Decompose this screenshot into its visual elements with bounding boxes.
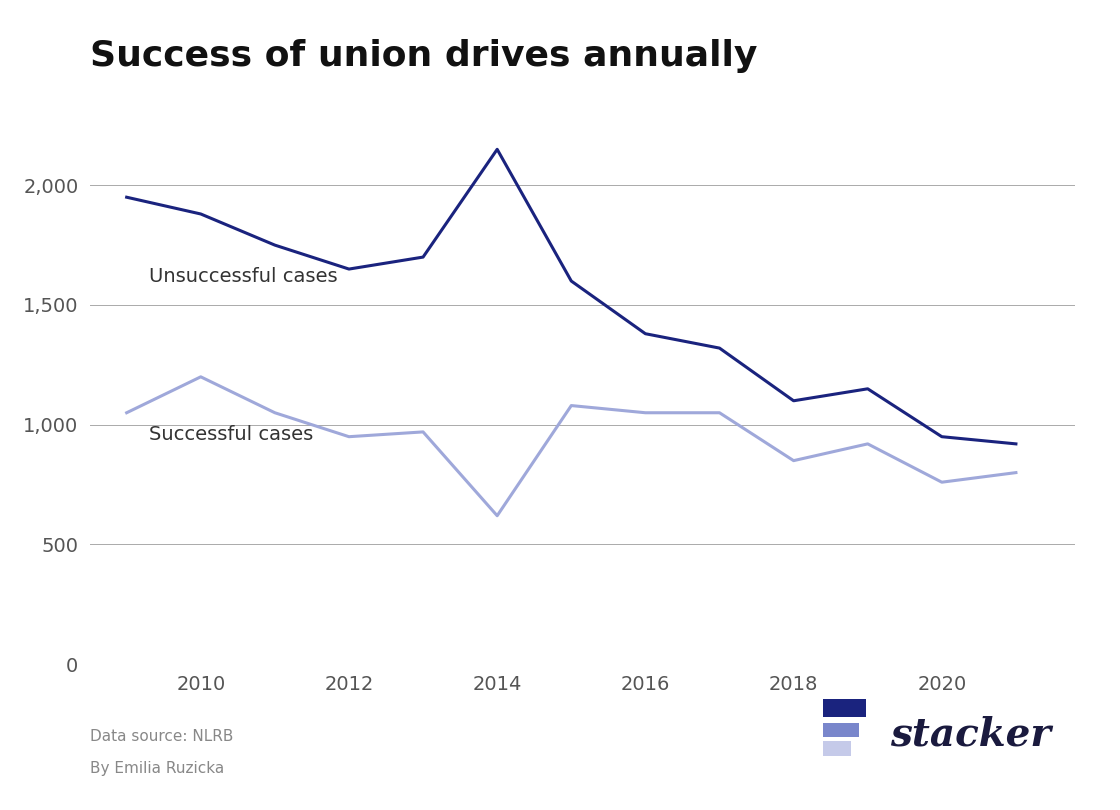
Text: By Emilia Ruzicka: By Emilia Ruzicka bbox=[90, 761, 224, 777]
Text: Unsuccessful cases: Unsuccessful cases bbox=[149, 266, 337, 286]
Text: stacker: stacker bbox=[890, 716, 1052, 753]
Text: Success of union drives annually: Success of union drives annually bbox=[90, 39, 757, 73]
Text: Data source: NLRB: Data source: NLRB bbox=[90, 729, 233, 744]
Text: Successful cases: Successful cases bbox=[149, 424, 314, 444]
